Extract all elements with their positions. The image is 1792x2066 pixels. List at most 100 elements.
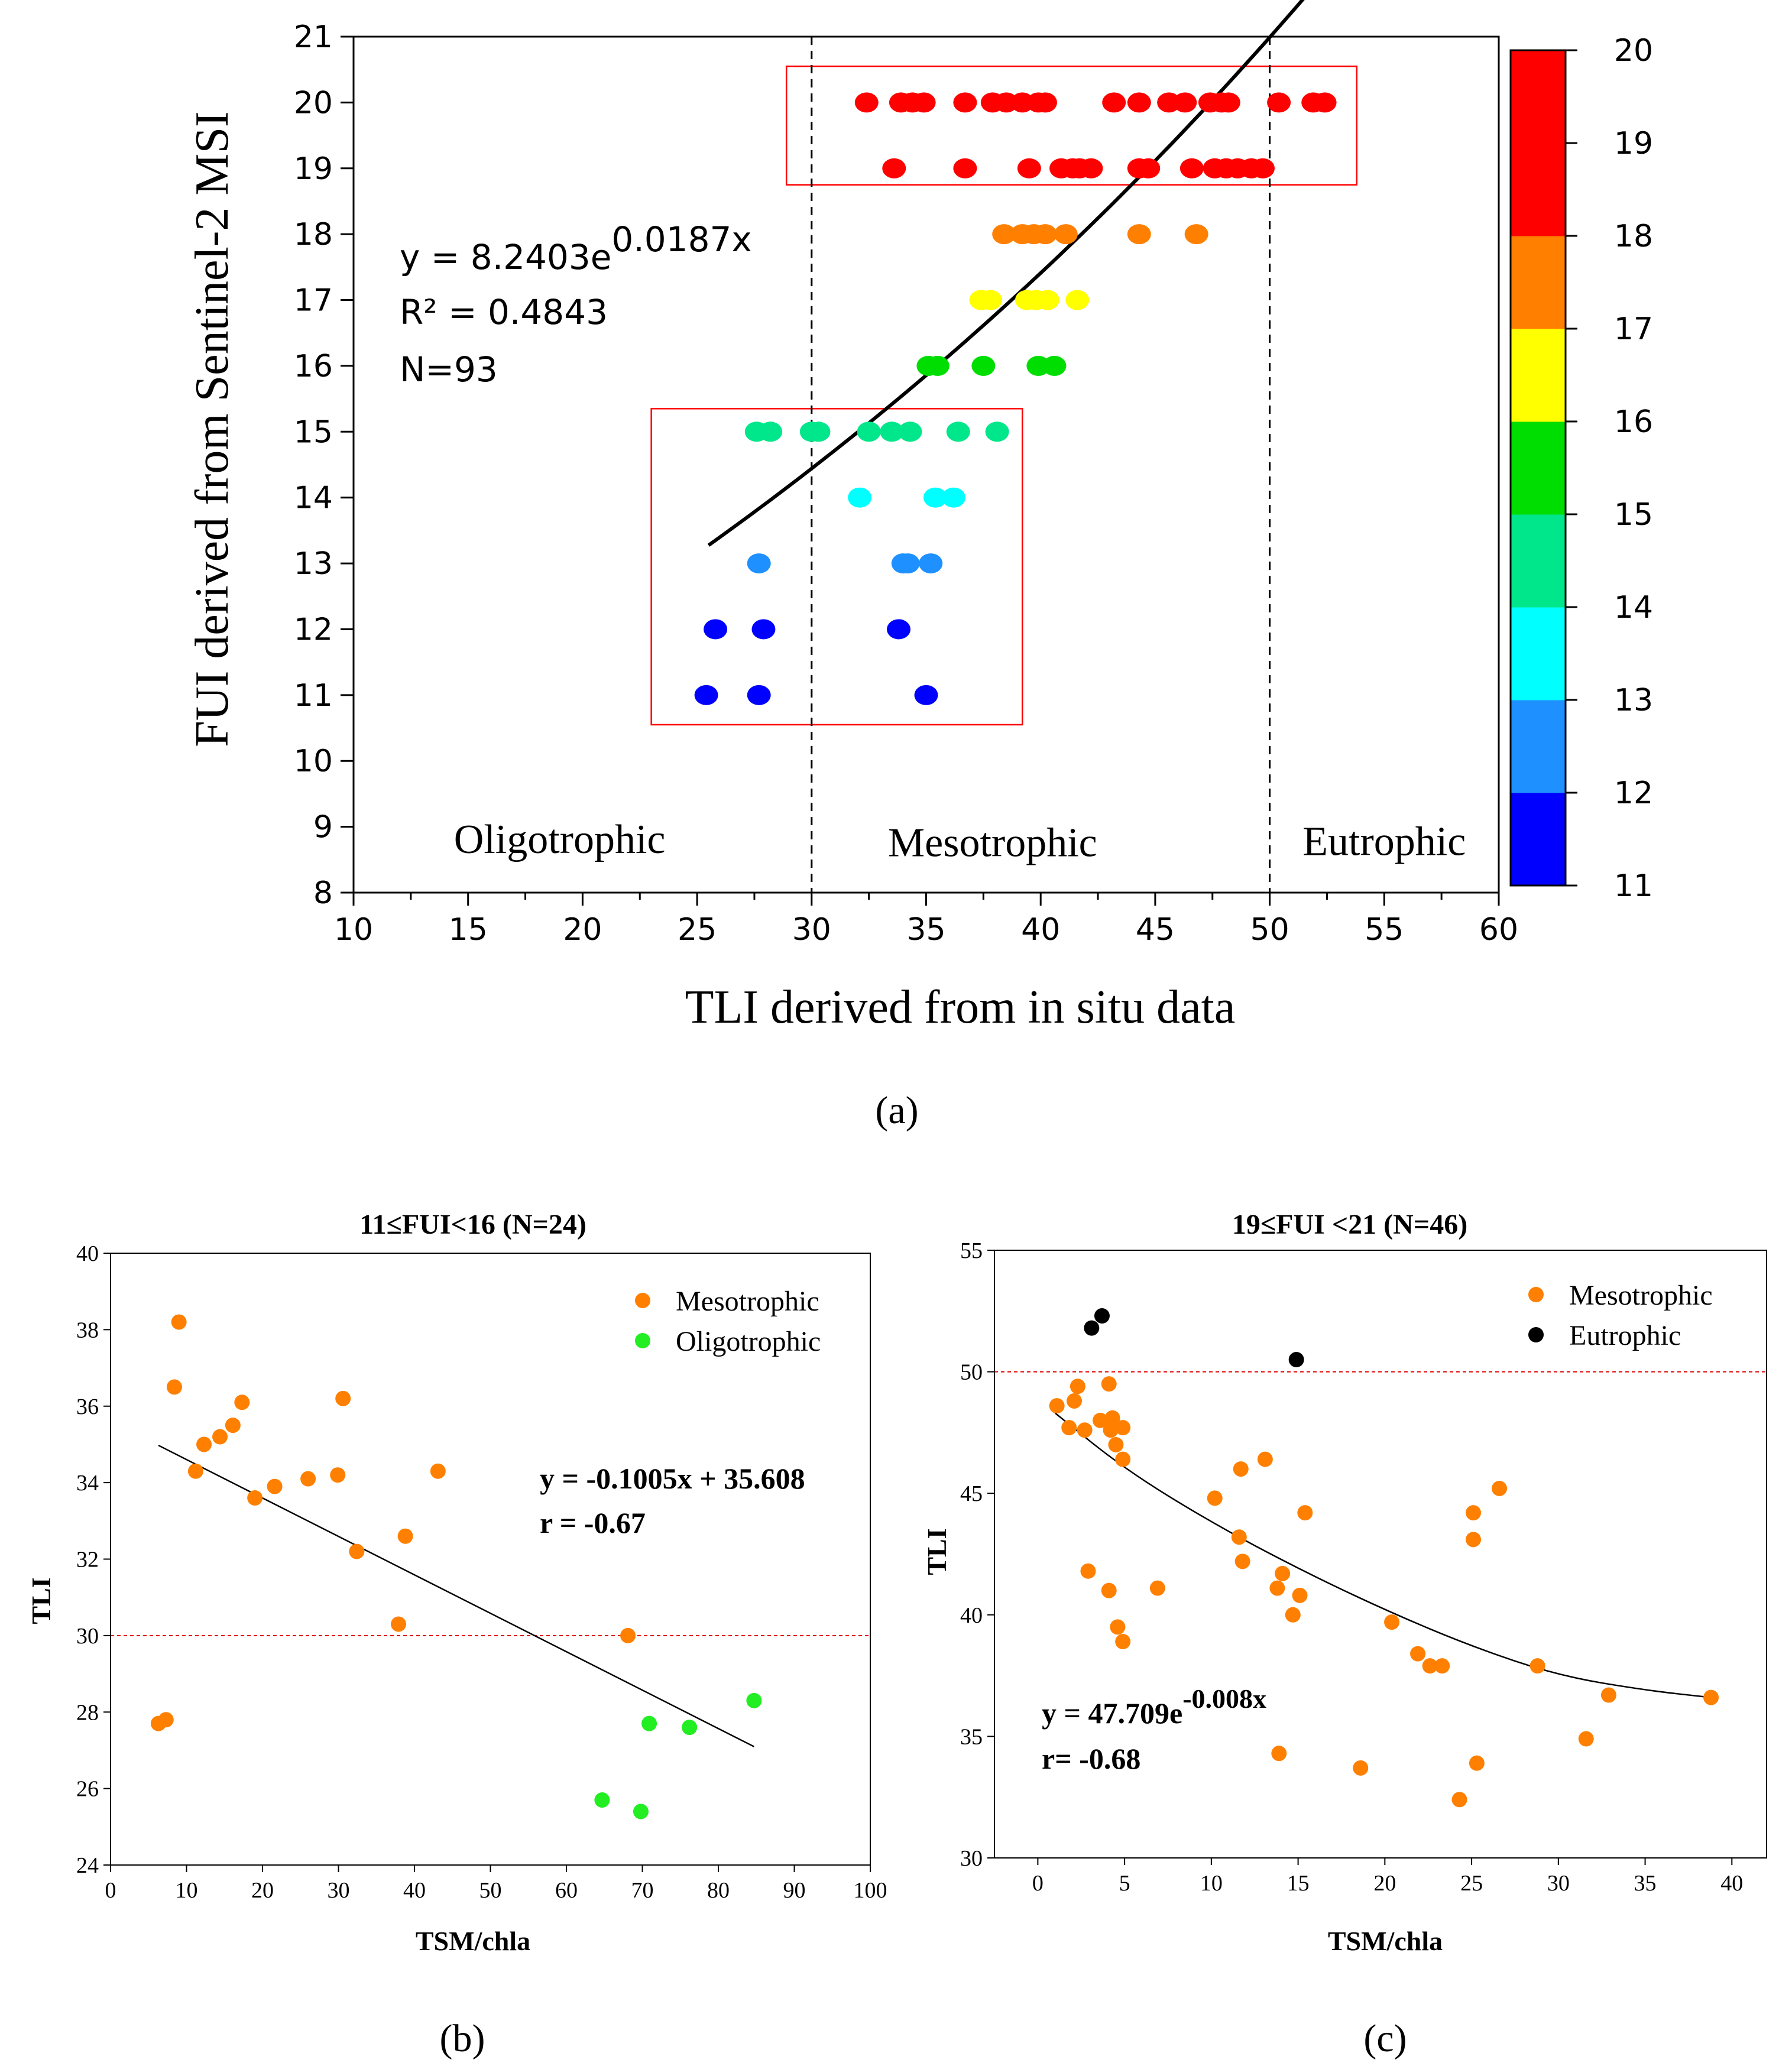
y-tick-label: 8 xyxy=(313,875,333,911)
x-tick-label: 100 xyxy=(854,1878,887,1903)
y-tick-label: 35 xyxy=(960,1724,983,1749)
data-point xyxy=(1466,1505,1482,1521)
y-tick-label: 21 xyxy=(294,20,333,55)
data-point xyxy=(1384,1614,1400,1630)
data-point xyxy=(751,619,776,640)
data-point xyxy=(914,685,938,705)
data-point xyxy=(896,553,920,574)
data-point xyxy=(1271,1746,1287,1762)
data-point xyxy=(912,92,936,113)
x-tick-label: 30 xyxy=(792,912,831,948)
x-tick-label: 10 xyxy=(334,912,373,948)
trophic-boundary-lines xyxy=(811,37,1271,893)
data-point xyxy=(158,1712,174,1728)
data-point xyxy=(1600,1687,1616,1703)
data-point xyxy=(953,92,977,113)
y-tick-label: 13 xyxy=(294,546,333,582)
sample-count-label: N=93 xyxy=(400,349,498,390)
y-tick-label: 18 xyxy=(294,217,333,252)
data-point xyxy=(1529,1658,1545,1674)
x-tick-label: 20 xyxy=(251,1878,274,1903)
x-axis-ticks: 10 15 20 25 30 35 40 45 50 55 60 xyxy=(334,893,1518,948)
colorbar-segment xyxy=(1511,50,1566,144)
x-tick-label: 30 xyxy=(1547,1871,1570,1896)
data-point xyxy=(1269,1580,1285,1596)
data-point xyxy=(391,1616,407,1632)
legend: Mesotrophic Oligotrophic xyxy=(635,1286,821,1357)
data-point xyxy=(1115,1634,1131,1650)
data-point xyxy=(620,1627,636,1643)
trophic-zone-labels: Oligotrophic Mesotrophic Eutrophic xyxy=(454,817,1466,866)
colorbar-tick-label: 17 xyxy=(1614,312,1653,347)
data-point xyxy=(882,158,906,179)
fit-equation: y = -0.1005x + 35.608 xyxy=(540,1462,805,1495)
data-point xyxy=(1115,1451,1131,1467)
correlation-label: r= -0.68 xyxy=(1042,1742,1140,1775)
data-point xyxy=(857,421,881,442)
data-point xyxy=(1136,158,1161,179)
x-tick-label: 60 xyxy=(1479,912,1518,948)
y-tick-label: 40 xyxy=(960,1603,983,1628)
colorbar-segment xyxy=(1511,329,1566,422)
y-tick-label: 19 xyxy=(294,151,333,187)
panel-label-b: (b) xyxy=(440,2017,485,2060)
chart-title-c: 19≤FUI <21 (N=46) xyxy=(1232,1209,1467,1240)
y-tick-label: 45 xyxy=(960,1481,983,1506)
data-point xyxy=(682,1720,698,1736)
x-axis-ticks: 0 10 20 30 40 50 60 70 80 90 100 xyxy=(105,1865,887,1903)
highlight-box xyxy=(650,408,1023,726)
y-tick-label: 50 xyxy=(960,1360,983,1385)
colorbar-tick-label: 18 xyxy=(1614,219,1653,254)
y-axis-label: FUI derived from Sentinel-2 MSI xyxy=(186,111,238,747)
x-tick-label: 10 xyxy=(176,1878,198,1903)
x-tick-label: 35 xyxy=(1634,1871,1657,1896)
colorbar-tick-label: 16 xyxy=(1614,404,1653,440)
data-point xyxy=(747,685,771,705)
y-tick-label: 55 xyxy=(960,1238,983,1263)
x-tick-label: 80 xyxy=(707,1878,730,1903)
data-point xyxy=(1231,1529,1247,1545)
x-tick-label: 20 xyxy=(1373,1871,1396,1896)
colorbar-segment xyxy=(1511,421,1566,515)
plot-frame xyxy=(994,1250,1767,1859)
x-tick-label: 35 xyxy=(906,912,945,948)
data-point xyxy=(1101,1582,1117,1598)
data-point xyxy=(1275,1565,1291,1581)
x-tick-label: 15 xyxy=(449,912,488,948)
x-tick-label: 70 xyxy=(631,1878,654,1903)
y-axis-ticks: 24 26 28 30 32 34 36 38 40 xyxy=(76,1241,111,1878)
data-point xyxy=(946,421,970,442)
data-point xyxy=(171,1314,187,1330)
data-point xyxy=(1080,1563,1096,1579)
legend-marker xyxy=(1528,1327,1544,1342)
highlight-boxes xyxy=(650,65,1358,726)
data-point xyxy=(187,1463,203,1479)
data-point xyxy=(1285,1607,1301,1623)
data-point xyxy=(1042,355,1067,376)
fit-line xyxy=(1054,1412,1712,1698)
data-point xyxy=(1017,158,1041,179)
data-point xyxy=(1297,1505,1313,1521)
plot-frame xyxy=(352,35,1500,894)
data-point xyxy=(1033,92,1057,113)
x-tick-label: 20 xyxy=(563,912,602,948)
data-point xyxy=(1434,1658,1450,1674)
data-point xyxy=(1267,92,1291,113)
data-point xyxy=(1115,1420,1131,1436)
data-point xyxy=(1207,1490,1223,1506)
colorbar-segment xyxy=(1511,793,1566,886)
y-tick-label: 34 xyxy=(76,1471,99,1496)
data-point xyxy=(1127,224,1151,245)
r-squared-label: R² = 0.4843 xyxy=(400,292,608,332)
data-point xyxy=(267,1478,283,1494)
y-tick-label: 28 xyxy=(76,1700,99,1725)
data-point xyxy=(1149,1580,1165,1596)
y-tick-label: 11 xyxy=(294,678,333,713)
fit-curve-line xyxy=(707,0,1305,547)
panel-c-chart: 19≤FUI <21 (N=46) 0 5 10 15 20 25 30 35 40 30 35 4… xyxy=(922,1209,1767,2060)
data-point xyxy=(1084,1320,1100,1336)
x-tick-label: 40 xyxy=(1720,1871,1743,1896)
y-tick-label: 16 xyxy=(294,349,333,384)
x-tick-label: 40 xyxy=(403,1878,426,1903)
data-point xyxy=(704,619,728,640)
